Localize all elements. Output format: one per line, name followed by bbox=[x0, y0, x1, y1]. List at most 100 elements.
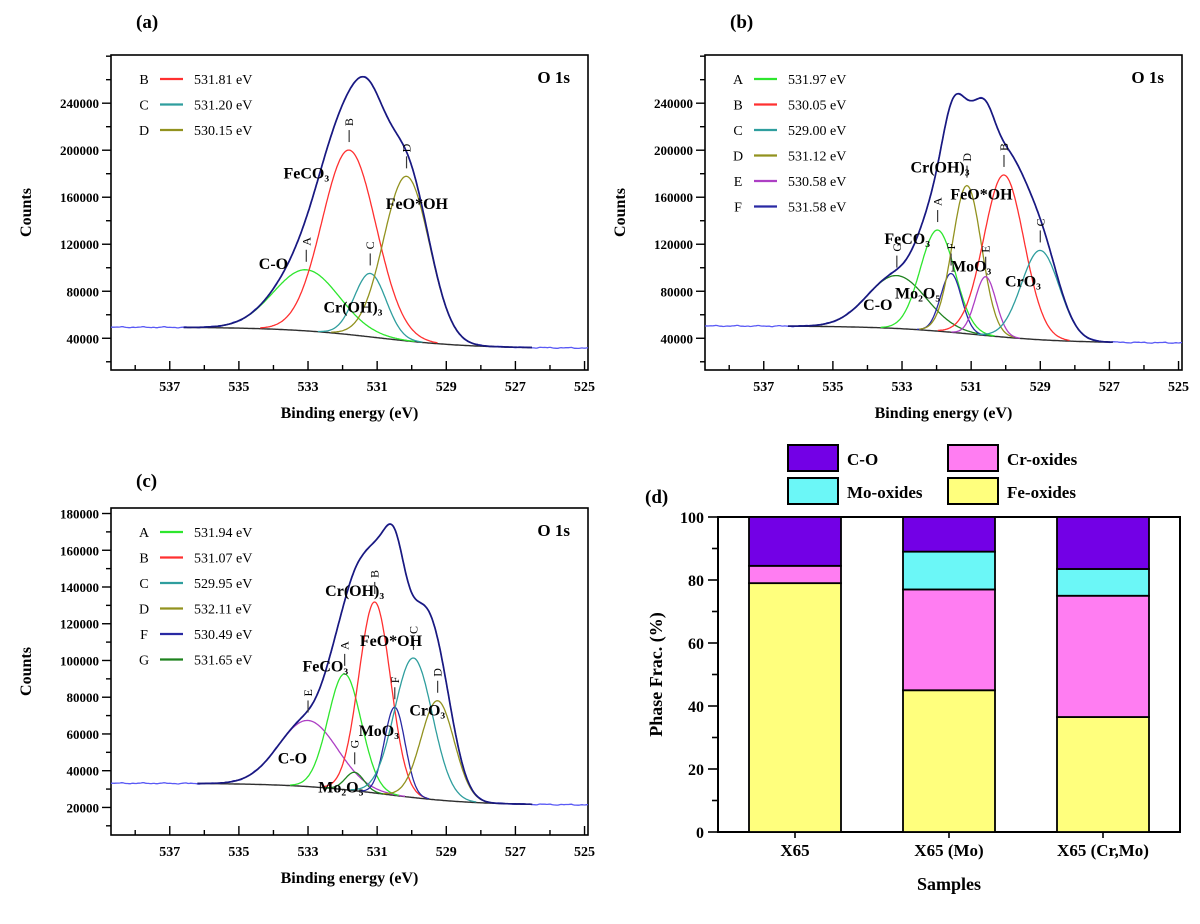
y-tick-label: 80000 bbox=[67, 284, 100, 299]
x-axis-title: Samples bbox=[917, 874, 981, 894]
legend-value: 531.81 eV bbox=[194, 73, 252, 88]
legend-swatch-C-O bbox=[787, 444, 839, 472]
panel-a: (a) 525 527 529 531 533 535 537 40000 80000 120000… bbox=[18, 12, 595, 422]
peak-marker-letter-E: E bbox=[301, 689, 315, 696]
bar-segment-C-O bbox=[748, 516, 842, 567]
bar-segment-Fe-oxides bbox=[748, 582, 842, 833]
y-tick-label: 100000 bbox=[60, 653, 99, 668]
compound-label: Cr(OH)₃ bbox=[323, 299, 382, 316]
compound-label: MoO₃ bbox=[951, 258, 992, 275]
peak-curve-A bbox=[289, 673, 399, 796]
legend-swatch-Fe-oxides bbox=[947, 477, 999, 505]
y-tick-label: 20000 bbox=[67, 800, 100, 815]
envelope-curve bbox=[183, 75, 532, 349]
y-axis-title: Counts bbox=[18, 647, 35, 696]
y-tick-label: 40000 bbox=[661, 331, 694, 346]
peak-marker-letter-B: B bbox=[368, 570, 382, 578]
legend-value: 530.05 eV bbox=[788, 99, 846, 114]
peak-curve-D bbox=[919, 184, 1015, 338]
panel-d: (d) 0 20 40 60 80 100 Phase Frac. (%) X65 X65 (Mo… bbox=[645, 444, 1181, 894]
peak-marker-letter-B: B bbox=[997, 143, 1011, 151]
peak-curve-C bbox=[350, 657, 477, 803]
peak-curve-F bbox=[360, 706, 430, 800]
y-tick-label: 160000 bbox=[60, 543, 99, 558]
x-tick-label: 533 bbox=[892, 380, 913, 395]
peak-marker-letter-D: D bbox=[400, 143, 414, 152]
envelope-curve bbox=[788, 92, 1113, 343]
legend-key: B bbox=[139, 73, 148, 88]
category-label: X65 bbox=[780, 841, 809, 860]
legend-label-Fe-oxides: Fe-oxides bbox=[1007, 483, 1076, 502]
peak-marker-letter-A: A bbox=[931, 197, 945, 206]
peak-curve-A bbox=[880, 229, 995, 337]
category-label: X65 (Cr,Mo) bbox=[1057, 841, 1149, 860]
y-tick-label: 80000 bbox=[67, 690, 100, 705]
y-tick-label: 40000 bbox=[67, 331, 100, 346]
bar-segment-C-O bbox=[902, 516, 996, 553]
peak-curve-E bbox=[951, 276, 1021, 339]
peak-marker-letter-D: D bbox=[431, 668, 445, 677]
peak-marker-letter-E: E bbox=[979, 245, 993, 252]
legend-value: 530.58 eV bbox=[788, 175, 846, 190]
y-tick-label: 40000 bbox=[67, 764, 100, 779]
x-tick-label: 527 bbox=[505, 380, 526, 395]
x-tick-label: 525 bbox=[1168, 380, 1189, 395]
x-tick-label: 535 bbox=[228, 845, 249, 860]
bar-segment-C-O bbox=[1056, 516, 1150, 570]
x-tick-label: 533 bbox=[298, 845, 319, 860]
compound-label: FeO*OH bbox=[360, 633, 423, 650]
y-axis-title: Phase Frac. (%) bbox=[646, 612, 667, 736]
peak-curve-C bbox=[317, 272, 423, 343]
legend-key: D bbox=[139, 124, 149, 139]
compound-label: FeO*OH bbox=[950, 187, 1013, 204]
peak-marker-letter-D: D bbox=[960, 153, 974, 162]
raw-data-curve bbox=[110, 523, 589, 806]
x-axis-title: Binding energy (eV) bbox=[281, 870, 419, 887]
legend-value: 529.00 eV bbox=[788, 124, 846, 139]
legend-key: G bbox=[139, 654, 149, 669]
y-tick-label: 240000 bbox=[654, 96, 693, 111]
legend-label-C-O: C-O bbox=[847, 450, 878, 469]
peak-marker-letter-C: C bbox=[406, 626, 420, 634]
x-tick-label: 529 bbox=[436, 845, 457, 860]
x-tick-label: 529 bbox=[436, 380, 457, 395]
x-tick-label: 529 bbox=[1030, 380, 1051, 395]
compound-label: FeCO₃ bbox=[283, 165, 329, 182]
legend-key: E bbox=[734, 175, 743, 190]
panel-title: O 1s bbox=[537, 521, 570, 540]
peak-curve-F bbox=[916, 272, 986, 336]
y-tick-label: 120000 bbox=[60, 617, 99, 632]
legend-swatch-Mo-oxides bbox=[787, 477, 839, 505]
peak-curve-C bbox=[977, 249, 1104, 343]
panel-title: O 1s bbox=[1131, 68, 1164, 87]
peak-marker-letter-A: A bbox=[338, 641, 352, 650]
legend-value: 530.15 eV bbox=[194, 124, 252, 139]
legend-label-Mo-oxides: Mo-oxides bbox=[847, 483, 923, 502]
y-tick-label: 40 bbox=[688, 699, 704, 716]
peak-marker-letter-G: G bbox=[348, 739, 362, 748]
x-tick-label: 525 bbox=[574, 380, 595, 395]
legend-value: 529.95 eV bbox=[194, 577, 252, 592]
y-tick-label: 160000 bbox=[654, 190, 693, 205]
legend-key: B bbox=[139, 552, 148, 567]
legend-key: C bbox=[733, 124, 742, 139]
legend-value: 531.12 eV bbox=[788, 150, 846, 165]
legend-value: 531.20 eV bbox=[194, 99, 252, 114]
legend-key: B bbox=[733, 99, 742, 114]
compound-label: FeCO₃ bbox=[884, 231, 930, 248]
compound-label: Cr(OH)₃ bbox=[325, 583, 384, 600]
compound-label: FeCO₃ bbox=[302, 659, 348, 676]
x-tick-label: 537 bbox=[159, 845, 180, 860]
legend-key: C bbox=[139, 577, 148, 592]
legend-key: F bbox=[140, 628, 148, 643]
peak-marker-letter-A: A bbox=[299, 237, 313, 246]
peak-curve-B bbox=[937, 174, 1070, 342]
x-tick-label: 537 bbox=[753, 380, 774, 395]
legend-key: C bbox=[139, 99, 148, 114]
x-tick-label: 531 bbox=[367, 845, 388, 860]
panel-c: (c) 525 527 529 531 533 535 537 20000 40000 60000 8… bbox=[18, 471, 595, 887]
peak-curve-G bbox=[323, 771, 386, 795]
y-tick-label: 0 bbox=[696, 825, 704, 842]
baseline-curve bbox=[183, 326, 532, 349]
